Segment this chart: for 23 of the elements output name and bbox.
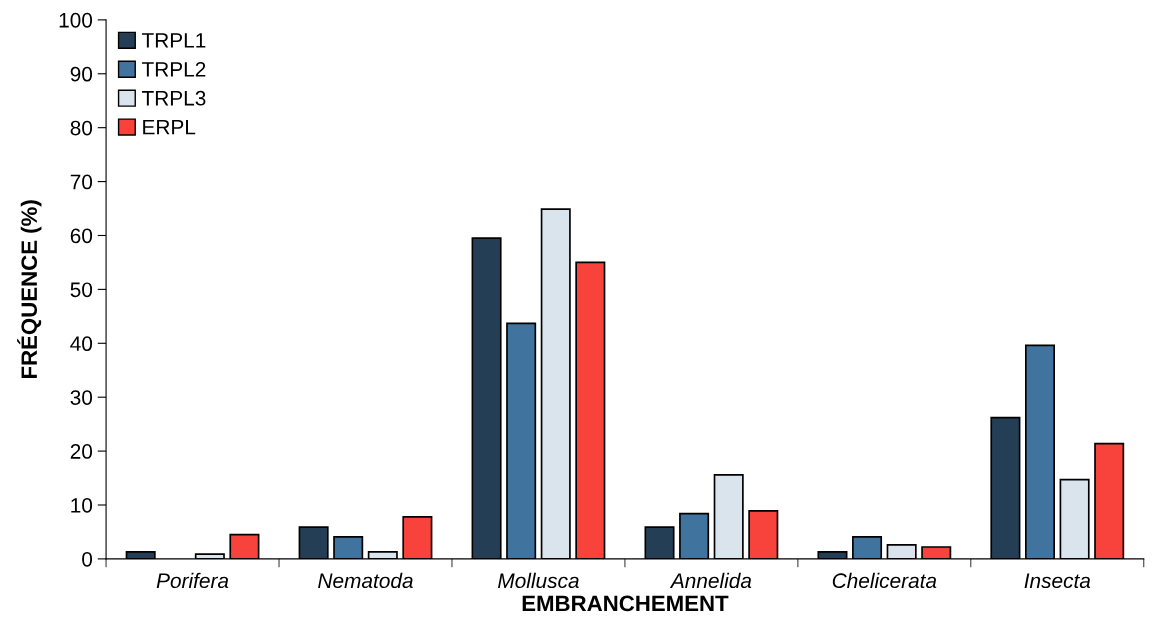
y-tick-label: 50	[70, 282, 93, 298]
x-tick-label: Porifera	[156, 572, 229, 589]
y-tick-label: 30	[70, 390, 93, 405]
y-tick-label: 80	[70, 120, 93, 136]
y-tick-label: 60	[70, 228, 93, 244]
x-tick-label: Insecta	[1024, 573, 1091, 589]
legend-label: TRPL1	[141, 33, 206, 48]
y-tick-label: 20	[70, 444, 93, 459]
y-tick-label: 100	[59, 12, 93, 28]
x-tick-label: Chelicerata	[832, 572, 937, 589]
y-tick-label: 40	[70, 336, 93, 352]
x-tick-label: Nematoda	[318, 572, 413, 589]
x-tick-label: Annelida	[669, 572, 752, 589]
x-tick-label: Mollusca	[497, 572, 579, 589]
y-tick-label: 70	[70, 174, 93, 190]
y-tick-label: 10	[71, 498, 93, 513]
y-tick-label: 0	[82, 551, 93, 567]
legend-label: TRPL2	[141, 61, 206, 77]
y-axis-title: FRÉQUENCE (%)	[17, 200, 42, 379]
x-axis-title: EMBRANCHEMENT	[522, 595, 729, 612]
y-tick-label: 90	[70, 66, 93, 82]
legend-label: ERPL	[143, 119, 196, 135]
legend-label: TRPL3	[141, 90, 206, 106]
